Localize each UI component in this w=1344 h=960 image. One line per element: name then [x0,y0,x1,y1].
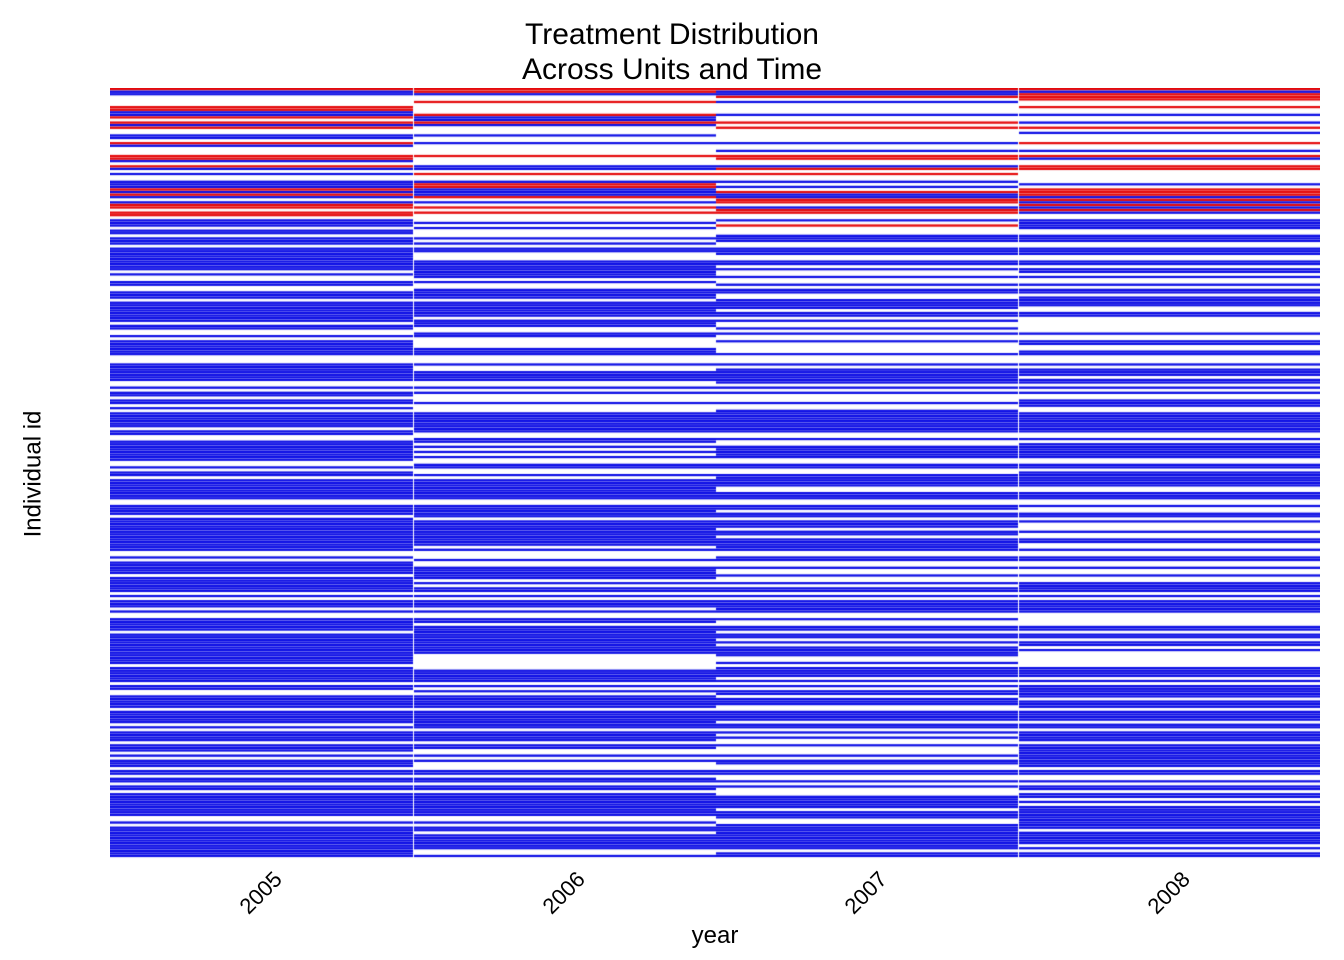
plot-area [110,88,1320,860]
x-tick-label: 2008 [1138,863,1199,924]
chart-title-line2: Across Units and Time [0,53,1344,88]
chart-title: Treatment Distribution Across Units and … [0,0,1344,87]
x-axis-label: year [110,922,1320,950]
x-tick-label: 2006 [533,863,594,924]
heatmap-canvas [110,88,1320,860]
y-axis-label: Individual id [19,411,47,538]
chart-title-line1: Treatment Distribution [0,18,1344,53]
x-tick-label: 2007 [836,863,897,924]
x-tick-label: 2005 [231,863,292,924]
y-axis-label-container: Individual id [18,88,48,860]
